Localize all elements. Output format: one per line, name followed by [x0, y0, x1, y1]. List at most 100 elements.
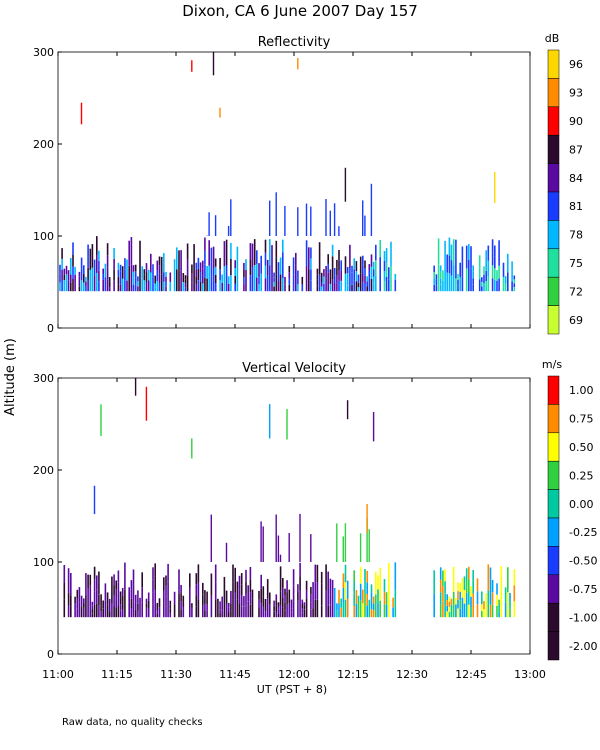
- echo-cell: [504, 587, 507, 603]
- echo-cell: [67, 604, 70, 618]
- echo-cell: [310, 587, 312, 595]
- echo-cell: [450, 604, 453, 612]
- echo-cell: [169, 613, 172, 618]
- echo-cell: [489, 579, 492, 593]
- echo-cell: [260, 588, 262, 603]
- echo-cell: [245, 581, 247, 594]
- echo-cell: [100, 600, 102, 606]
- echo-cell: [331, 279, 334, 292]
- echo-cell: [102, 268, 104, 275]
- echo-cell: [130, 237, 133, 265]
- echo-cell: [124, 269, 126, 281]
- echo-cell: [132, 271, 135, 279]
- echo-cell: [156, 281, 159, 292]
- echo-cell: [219, 605, 221, 610]
- echo-cell: [327, 605, 329, 618]
- echo-cell: [338, 250, 340, 261]
- echo-cell: [108, 281, 111, 287]
- echo-cell: [117, 582, 120, 594]
- colorbar-label: -0.75: [569, 583, 597, 596]
- echo-cell: [444, 605, 446, 618]
- echo-cell: [158, 607, 161, 618]
- echo-cell: [63, 268, 66, 275]
- colorbar-swatch: [547, 305, 560, 335]
- echo-cell: [457, 591, 459, 600]
- echo-cell: [225, 603, 228, 618]
- echo-cell: [465, 592, 468, 605]
- echo-cell: [485, 270, 487, 281]
- echo-cell: [78, 286, 81, 292]
- echo-cell: [113, 595, 115, 607]
- echo-cell: [243, 262, 245, 270]
- echo-cell: [152, 567, 154, 580]
- echo-cell: [511, 281, 513, 292]
- echo-cell: [290, 612, 293, 618]
- echo-cell: [121, 602, 124, 610]
- x-tick-label: 11:45: [219, 668, 251, 681]
- echo-cell: [277, 609, 280, 614]
- echo-cell: [234, 567, 236, 593]
- echo-cell: [163, 253, 165, 263]
- vertical-velocity-panel: Vertical Velocity 0 100 200 300 11:00 11:15 11:…: [33, 358, 597, 681]
- echo-cell: [485, 601, 487, 610]
- echo-cell: [83, 282, 85, 292]
- y-tick-label: 300: [33, 46, 54, 59]
- echo-cell: [240, 595, 243, 607]
- colorbar-label: 78: [569, 229, 583, 242]
- echo-cell: [372, 610, 375, 618]
- echo-cell: [316, 274, 319, 280]
- echo-cell: [433, 265, 435, 272]
- echo-cell: [301, 608, 304, 613]
- echo-cell: [336, 610, 338, 618]
- echo-cell: [282, 239, 284, 253]
- echo-cell: [191, 273, 193, 283]
- echo-cell: [150, 272, 152, 292]
- echo-cell: [351, 278, 353, 285]
- echo-cell: [481, 591, 483, 598]
- echo-cell: [461, 578, 464, 598]
- echo-cell: [338, 226, 340, 236]
- echo-cell: [70, 595, 72, 607]
- echo-cell: [333, 203, 336, 236]
- echo-cell: [266, 579, 269, 599]
- echo-cell: [305, 240, 308, 266]
- echo-cell: [388, 562, 390, 590]
- echo-cell: [169, 600, 172, 605]
- echo-cell: [450, 611, 453, 618]
- echo-cell: [504, 287, 507, 292]
- echo-cell: [470, 596, 472, 607]
- echo-cell: [154, 287, 156, 292]
- echo-cell: [487, 590, 490, 618]
- echo-cell: [509, 592, 511, 601]
- echo-cell: [297, 270, 299, 278]
- echo-cell: [498, 253, 500, 266]
- echo-cell: [184, 275, 187, 280]
- echo-cell: [98, 594, 100, 606]
- echo-cell: [87, 256, 89, 268]
- echo-cell: [279, 604, 282, 618]
- echo-cell: [132, 601, 135, 618]
- echo-cell: [344, 273, 347, 292]
- echo-cell: [108, 611, 111, 618]
- echo-cell: [243, 606, 245, 618]
- echo-cell: [342, 588, 345, 603]
- echo-cell: [320, 286, 323, 292]
- echo-cell: [433, 593, 435, 618]
- echo-cell: [450, 244, 453, 261]
- echo-cell: [245, 259, 247, 270]
- echo-cell: [297, 584, 299, 593]
- echo-cell: [70, 266, 72, 275]
- echo-cell: [383, 579, 386, 592]
- echo-cell: [232, 582, 234, 600]
- echo-cell: [262, 596, 265, 607]
- echo-cell: [227, 602, 230, 608]
- echo-cell: [78, 602, 81, 618]
- echo-cell: [461, 246, 464, 262]
- echo-cell: [260, 521, 262, 562]
- echo-cell: [217, 598, 219, 608]
- echo-cell: [513, 569, 516, 586]
- echo-cell: [511, 271, 513, 282]
- echo-cell: [333, 602, 336, 618]
- echo-cell: [299, 562, 301, 577]
- echo-cell: [180, 593, 182, 602]
